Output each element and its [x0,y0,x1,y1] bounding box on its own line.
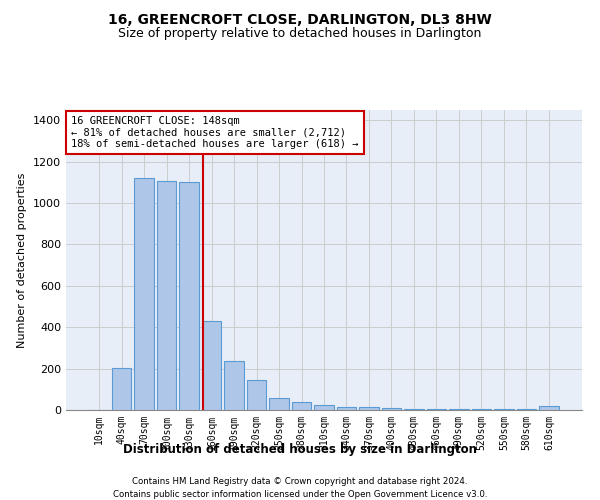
Bar [247,380,266,410]
Bar [134,178,154,410]
Bar [404,409,424,410]
Bar [292,402,311,410]
Text: Contains public sector information licensed under the Open Government Licence v3: Contains public sector information licen… [113,490,487,499]
Text: 16, GREENCROFT CLOSE, DARLINGTON, DL3 8HW: 16, GREENCROFT CLOSE, DARLINGTON, DL3 8H… [108,12,492,26]
Y-axis label: Number of detached properties: Number of detached properties [17,172,28,348]
Bar [337,407,356,410]
Bar [179,182,199,410]
Bar [157,182,176,410]
Bar [314,405,334,410]
Bar [112,368,131,410]
Bar [382,408,401,410]
Text: Distribution of detached houses by size in Darlington: Distribution of detached houses by size … [123,442,477,456]
Text: Size of property relative to detached houses in Darlington: Size of property relative to detached ho… [118,28,482,40]
Text: 16 GREENCROFT CLOSE: 148sqm
← 81% of detached houses are smaller (2,712)
18% of : 16 GREENCROFT CLOSE: 148sqm ← 81% of det… [71,116,359,149]
Text: Contains HM Land Registry data © Crown copyright and database right 2024.: Contains HM Land Registry data © Crown c… [132,478,468,486]
Bar [359,408,379,410]
Bar [202,321,221,410]
Bar [224,362,244,410]
Bar [539,406,559,410]
Bar [269,398,289,410]
Bar [427,409,446,410]
